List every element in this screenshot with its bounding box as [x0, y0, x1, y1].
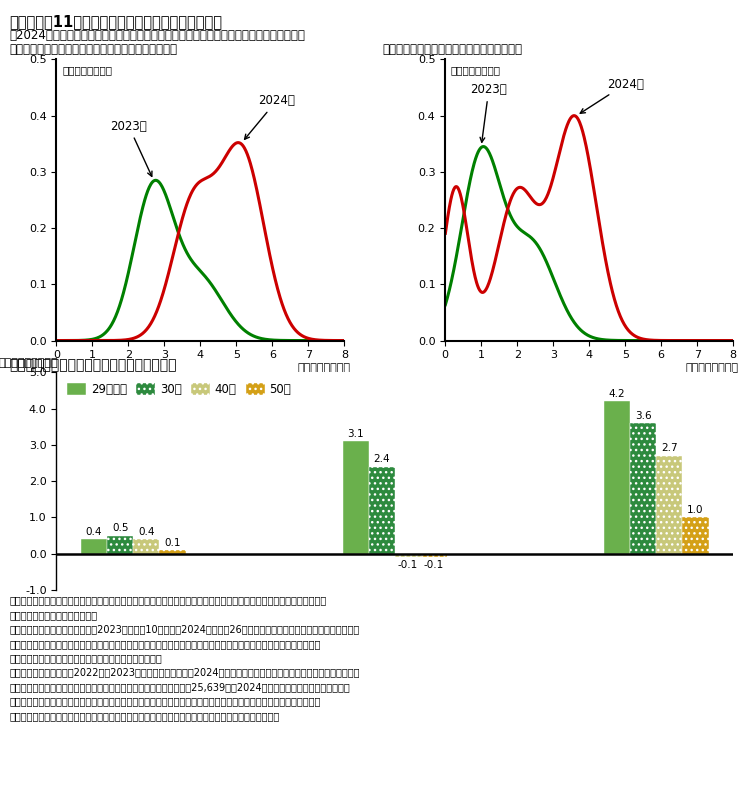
Bar — [107, 535, 133, 554]
Text: （３）ビッグデータから見た年齢別賃上げ率: （３）ビッグデータから見た年齢別賃上げ率 — [9, 358, 177, 372]
Text: 2023年: 2023年 — [111, 120, 152, 177]
Text: 2.4: 2.4 — [374, 454, 390, 464]
Text: 0.1: 0.1 — [164, 538, 180, 547]
Text: 3.6: 3.6 — [635, 410, 651, 421]
Text: 0.4: 0.4 — [86, 527, 102, 537]
Text: （１）春季労使交渉での賃上げ率（定昇込み）の分布: （１）春季労使交渉での賃上げ率（定昇込み）の分布 — [9, 43, 177, 55]
Text: 0.4: 0.4 — [138, 527, 155, 537]
Text: 第１－２－11図　春季労使交渉での賃上げの分布等: 第１－２－11図 春季労使交渉での賃上げの分布等 — [9, 14, 222, 29]
Text: 2024年: 2024年 — [581, 78, 644, 113]
Bar — [683, 517, 708, 554]
Text: 3.1: 3.1 — [347, 428, 364, 439]
Text: （２）春季労使交渉でのベースアップの分布: （２）春季労使交渉でのベースアップの分布 — [382, 43, 522, 55]
Text: -0.1: -0.1 — [398, 560, 418, 570]
Text: （カーネル密度）: （カーネル密度） — [62, 65, 112, 75]
Bar — [656, 455, 682, 554]
Bar — [421, 554, 447, 558]
Text: （備考）　１．日本労働組合総連合会「春季生活闘争回答速報」、株式会社ベイロールの保有する給与計算代行サービス
　　　　　　データにより作成。
　　　　２．（１）: （備考） １．日本労働組合総連合会「春季生活闘争回答速報」、株式会社ベイロールの… — [9, 596, 359, 721]
Bar — [133, 539, 159, 554]
Text: 0.5: 0.5 — [112, 523, 129, 533]
Text: （カーネル密度）: （カーネル密度） — [451, 65, 501, 75]
Bar — [630, 423, 656, 554]
X-axis label: （前年度比、％）: （前年度比、％） — [297, 363, 350, 373]
Text: 1.0: 1.0 — [687, 505, 704, 515]
Text: 2024年: 2024年 — [244, 94, 295, 139]
Text: 2023年: 2023年 — [471, 83, 507, 143]
Bar — [368, 466, 395, 554]
Bar — [342, 441, 368, 554]
Bar — [395, 554, 421, 558]
Bar — [159, 550, 186, 554]
Text: 4.2: 4.2 — [609, 389, 626, 398]
Text: （前年同期比、％）: （前年同期比、％） — [0, 358, 59, 367]
Text: -0.1: -0.1 — [424, 560, 444, 570]
Text: 2.7: 2.7 — [661, 444, 678, 453]
X-axis label: （前年度比、％）: （前年度比、％） — [686, 363, 739, 373]
Text: 2024年はより多くの企業でより高い賃上げ率に。年齢別にも賃上げの広がりがみられる: 2024年はより多くの企業でより高い賃上げ率に。年齢別にも賃上げの広がりがみられ… — [9, 29, 305, 42]
Bar — [604, 402, 630, 554]
Bar — [81, 539, 107, 554]
Legend: 29歳以下, 30代, 40代, 50代: 29歳以下, 30代, 40代, 50代 — [62, 378, 296, 401]
